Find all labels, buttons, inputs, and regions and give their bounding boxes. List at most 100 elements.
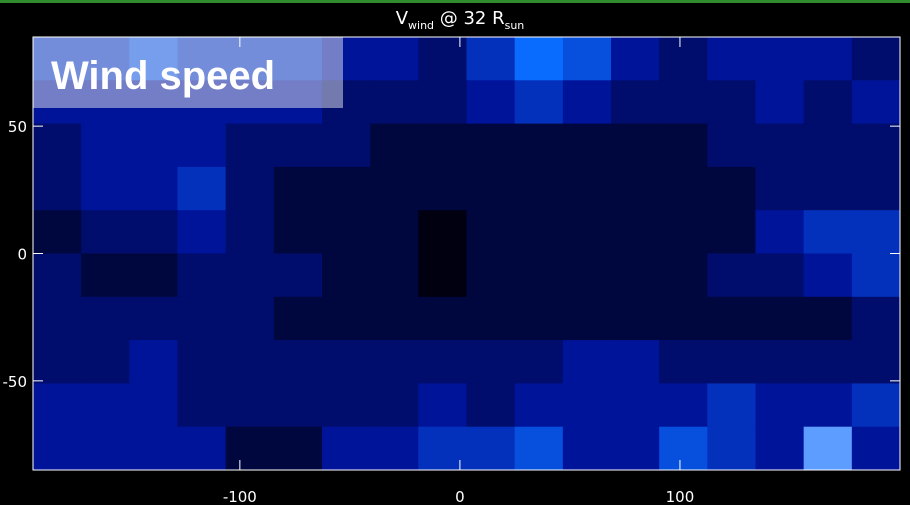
heatmap-cell — [274, 340, 323, 384]
heatmap-cell — [467, 167, 516, 211]
heatmap-cell — [274, 124, 323, 168]
heatmap-cell — [563, 383, 612, 427]
heatmap-cell — [322, 297, 371, 341]
heatmap-cell — [178, 167, 227, 211]
heatmap-cell — [756, 167, 805, 211]
heatmap-cell — [852, 37, 901, 81]
heatmap-cell — [467, 80, 516, 124]
heatmap-cell — [178, 210, 227, 254]
heatmap-cell — [178, 124, 227, 168]
chart: Vwind @ 32 Rsun -1000100-50050Wind speed — [0, 0, 910, 505]
heatmap-cell — [515, 167, 564, 211]
heatmap-cell — [418, 124, 467, 168]
heatmap-cell — [804, 210, 853, 254]
heatmap-cell — [852, 124, 901, 168]
heatmap-cell — [274, 297, 323, 341]
heatmap-cell — [563, 80, 612, 124]
heatmap-cell — [515, 80, 564, 124]
heatmap-cell — [81, 254, 130, 298]
heatmap-cell — [467, 124, 516, 168]
heatmap-cell — [370, 124, 419, 168]
heatmap-cell — [418, 254, 467, 298]
heatmap-cell — [81, 167, 130, 211]
heatmap-cell — [274, 427, 323, 471]
heatmap-cell — [563, 297, 612, 341]
heatmap-cell — [659, 210, 708, 254]
heatmap-cell — [563, 210, 612, 254]
title-part: V — [396, 8, 409, 29]
heatmap-cell — [33, 167, 82, 211]
heatmap-cell — [804, 297, 853, 341]
heatmap-cell — [611, 297, 660, 341]
heatmap-cell — [707, 167, 756, 211]
heatmap-cell — [33, 124, 82, 168]
heatmap-cell — [322, 167, 371, 211]
heatmap-cell — [322, 427, 371, 471]
x-tick-label: 100 — [666, 488, 695, 505]
heatmap-cell — [707, 254, 756, 298]
heatmap-cell — [467, 340, 516, 384]
heatmap-cell — [322, 254, 371, 298]
heatmap-cell — [659, 383, 708, 427]
heatmap-cell — [804, 167, 853, 211]
heatmap-cell — [852, 210, 901, 254]
heatmap-cell — [322, 340, 371, 384]
heatmap-cell — [226, 340, 275, 384]
heatmap-cell — [33, 340, 82, 384]
y-tick-label: -50 — [3, 373, 28, 391]
heatmap-cell — [515, 254, 564, 298]
heatmap-cell — [81, 427, 130, 471]
heatmap-cell — [418, 210, 467, 254]
heatmap-cell — [707, 80, 756, 124]
heatmap-cell — [611, 80, 660, 124]
heatmap-cell — [274, 167, 323, 211]
heatmap-cell — [322, 124, 371, 168]
heatmap-cell — [274, 254, 323, 298]
heatmap-cell — [81, 383, 130, 427]
heatmap-cell — [370, 37, 419, 81]
heatmap-cell — [370, 340, 419, 384]
heatmap-cell — [467, 254, 516, 298]
heatmap-cell — [178, 383, 227, 427]
heatmap-cell — [804, 427, 853, 471]
heatmap-cell — [659, 427, 708, 471]
heatmap-cell — [563, 340, 612, 384]
heatmap-cell — [467, 297, 516, 341]
heatmap-cell — [178, 254, 227, 298]
heatmap-cell — [226, 427, 275, 471]
heatmap-cell — [852, 297, 901, 341]
heatmap-cell — [659, 340, 708, 384]
heatmap-cell — [33, 210, 82, 254]
x-tick-label: -100 — [223, 488, 257, 505]
heatmap-cell — [81, 297, 130, 341]
heatmap-cell — [852, 340, 901, 384]
heatmap-cell — [563, 254, 612, 298]
heatmap-cell — [515, 210, 564, 254]
heatmap-cell — [129, 383, 178, 427]
heatmap-cell — [370, 297, 419, 341]
heatmap-cell — [563, 124, 612, 168]
heatmap-cell — [659, 80, 708, 124]
title-part: @ 32 R — [434, 8, 505, 29]
heatmap-cell — [756, 254, 805, 298]
heatmap-cell — [707, 124, 756, 168]
heatmap-cell — [370, 427, 419, 471]
heatmap-cell — [659, 167, 708, 211]
heatmap-cell — [852, 383, 901, 427]
heatmap-cell — [129, 427, 178, 471]
heatmap-cell — [418, 167, 467, 211]
heatmap-cell — [611, 254, 660, 298]
heatmap-cell — [707, 297, 756, 341]
heatmap-cell — [178, 297, 227, 341]
heatmap-cell — [707, 37, 756, 81]
heatmap-cell — [33, 383, 82, 427]
heatmap-cell — [515, 124, 564, 168]
heatmap-cell — [226, 383, 275, 427]
heatmap-cell — [611, 124, 660, 168]
heatmap-cell — [804, 383, 853, 427]
heatmap-cell — [226, 254, 275, 298]
heatmap-cell — [852, 254, 901, 298]
heatmap-cell — [852, 427, 901, 471]
heatmap-cell — [81, 340, 130, 384]
heatmap-cell — [852, 167, 901, 211]
